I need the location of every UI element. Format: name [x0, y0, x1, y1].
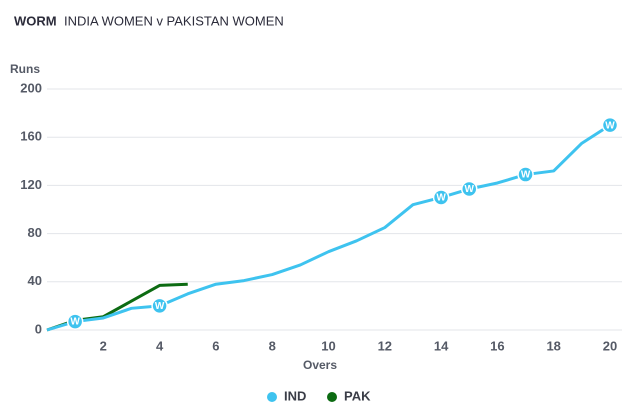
x-axis-title: Overs: [303, 358, 337, 372]
legend-swatch: [327, 392, 337, 402]
x-tick-label: 14: [434, 338, 449, 353]
chart-subtitle: INDIA WOMEN v PAKISTAN WOMEN: [64, 13, 284, 28]
x-tick-label: 6: [212, 338, 219, 353]
x-tick-label: 8: [269, 338, 276, 353]
chart-title: WORM: [14, 13, 57, 28]
x-tick-label: 16: [490, 338, 504, 353]
wicket-label: W: [605, 120, 615, 131]
x-tick-label: 20: [603, 338, 617, 353]
wicket-marker: [66, 313, 84, 330]
series-line: [46, 123, 611, 332]
x-tick-label: 12: [378, 338, 392, 353]
wicket-marker: [151, 297, 168, 315]
wicket-label: W: [521, 170, 531, 181]
x-tick-label: 4: [156, 338, 164, 353]
x-tick-label: 18: [546, 338, 560, 353]
y-tick-label: 80: [28, 225, 42, 240]
y-tick-label: 120: [20, 177, 42, 192]
y-axis-title: Runs: [10, 62, 40, 76]
wicket-label: W: [70, 317, 80, 328]
wicket-label: W: [155, 301, 165, 312]
wicket-label: W: [436, 193, 446, 204]
wicket-label: W: [465, 184, 475, 195]
legend-label: PAK: [344, 388, 371, 403]
wicket-marker: [432, 189, 450, 206]
y-tick-label: 0: [35, 321, 42, 336]
y-tick-label: 160: [20, 129, 42, 144]
x-tick-label: 10: [321, 338, 335, 353]
y-tick-label: 200: [20, 80, 42, 95]
legend-swatch: [267, 392, 277, 402]
x-tick-label: 2: [100, 338, 107, 353]
y-tick-label: 40: [28, 273, 42, 288]
wicket-marker: [461, 180, 478, 198]
wicket-marker: [601, 116, 619, 134]
wicket-marker: [517, 166, 534, 183]
legend-label: IND: [284, 388, 306, 403]
